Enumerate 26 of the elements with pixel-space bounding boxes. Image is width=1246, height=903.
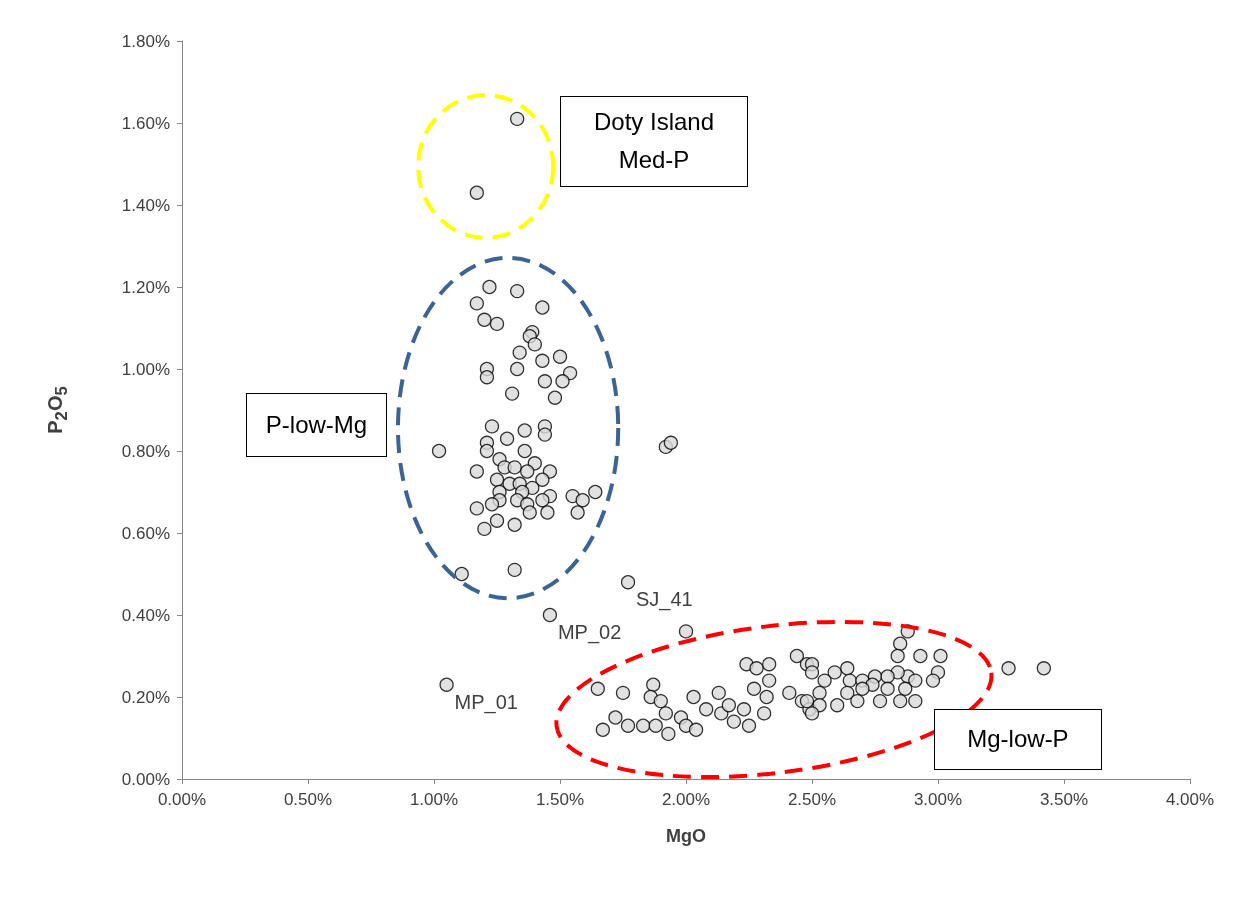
annotation: MP_02 (557, 621, 622, 644)
y-tick-label: 1.40% (121, 195, 170, 215)
annotation: MP_01 (454, 690, 518, 714)
x-tick-label: 0.00% (157, 790, 207, 809)
y-tick-label: 1.00% (121, 359, 170, 379)
y-tick-label: 0.40% (121, 605, 170, 625)
x-tick-label: 3.00% (913, 790, 963, 809)
x-tick-label: 1.50% (535, 790, 585, 809)
x-tick-label: 3.50% (1039, 790, 1089, 809)
x-tick-label: 0.50% (283, 790, 333, 809)
y-tick-label: 1.60% (121, 113, 170, 133)
y-tick-label: 0.80% (121, 441, 170, 461)
y-tick-label: 1.80% (121, 31, 170, 51)
y-tick-label: 1.20% (121, 277, 170, 297)
annotation: P-low-Mg (265, 410, 368, 441)
x-tick-label: 2.00% (661, 790, 711, 809)
annotation: Doty Island Med-P (592, 107, 716, 176)
annotation: SJ_41 (636, 588, 693, 612)
x-tick-label: 4.00% (1165, 790, 1215, 809)
y-tick-label: 0.60% (121, 523, 170, 543)
x-axis-title: MgO (666, 826, 706, 846)
x-tick-label: 2.50% (787, 790, 837, 809)
annotation: Mg-low-P (967, 724, 1069, 755)
y-tick-label: 0.00% (121, 769, 170, 789)
x-tick-label: 1.00% (409, 790, 459, 809)
y-tick-label: 0.20% (121, 687, 170, 707)
